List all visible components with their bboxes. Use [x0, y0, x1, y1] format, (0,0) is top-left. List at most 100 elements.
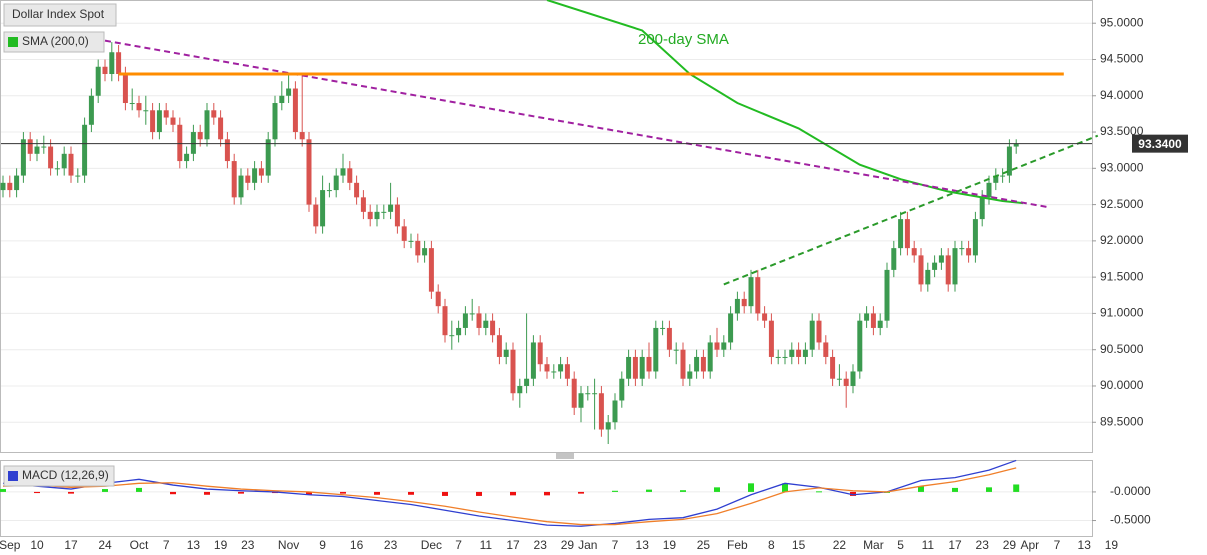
y-tick-label: 90.0000: [1100, 378, 1144, 392]
macd-histogram-bar: [102, 489, 108, 492]
macd-histogram-bar: [918, 486, 924, 492]
candle-body: [1013, 143, 1019, 147]
candle-body: [653, 327, 659, 372]
candle-body: [646, 356, 652, 372]
macd-box: [3, 465, 115, 487]
y-tick-label: -0.5000: [1110, 513, 1151, 527]
overlay-line: [723, 134, 1099, 286]
candle-body: [184, 153, 190, 162]
x-tick-label: 13: [636, 538, 650, 552]
candle-body: [517, 385, 523, 394]
candle-body: [891, 248, 897, 270]
macd-histogram-bar: [816, 491, 822, 493]
x-tick-label: 5: [897, 538, 904, 552]
price-panel: [0, 0, 1093, 453]
candle-body: [374, 211, 380, 220]
macd-histogram-bar: [510, 491, 516, 496]
macd-histogram-bar: [680, 490, 686, 492]
candle-body: [20, 139, 26, 176]
candle-body: [326, 190, 332, 192]
candle-body: [265, 139, 271, 176]
indicator-label: SMA (200,0): [22, 34, 89, 48]
candle-body: [48, 146, 54, 169]
candle-body: [428, 248, 434, 292]
candle-body: [252, 168, 258, 183]
candle-body: [836, 378, 842, 380]
candle-body: [768, 320, 774, 357]
candle-body: [245, 175, 251, 183]
x-tick-label: 9: [319, 538, 326, 552]
candle-body: [102, 66, 108, 75]
candle-body: [442, 306, 448, 336]
x-tick-label: 25: [697, 538, 711, 552]
candle-body: [238, 175, 244, 198]
candle-body: [340, 168, 346, 176]
candle-body: [408, 240, 414, 242]
candle-body: [61, 153, 67, 169]
candle-body: [816, 320, 822, 343]
x-tick-label: 15: [792, 538, 806, 552]
y-tick-label: 92.5000: [1100, 197, 1144, 211]
chart-title: Dollar Index Spot: [12, 7, 105, 21]
candle-body: [109, 52, 115, 75]
x-tick-label: Sep: [0, 538, 21, 552]
candle-body: [571, 378, 577, 408]
x-tick-label: 13: [1078, 538, 1092, 552]
y-tick-label: 95.0000: [1100, 15, 1144, 29]
candle-body: [1006, 146, 1012, 176]
macd-histogram-bar: [306, 491, 312, 495]
x-tick-label: 7: [163, 538, 170, 552]
macd-histogram-bar: [646, 489, 652, 492]
macd-histogram-bar: [408, 491, 414, 495]
candle-body: [143, 110, 149, 112]
candle-body: [911, 248, 917, 256]
x-tick-label: 29: [1003, 538, 1017, 552]
candle-body: [728, 313, 734, 343]
candle-body: [258, 168, 264, 176]
candle-body: [972, 219, 978, 256]
candle-body: [850, 371, 856, 386]
x-tick-label: 23: [976, 538, 990, 552]
candle-body: [551, 371, 557, 373]
candle-body: [843, 378, 849, 386]
macd-histogram-bar: [340, 491, 346, 494]
x-tick-label: Apr: [1020, 538, 1039, 552]
x-tick-label: Oct: [130, 538, 149, 552]
macd-histogram-bar: [68, 491, 74, 494]
candle-body: [54, 168, 60, 170]
candle-body: [449, 335, 455, 337]
candle-body: [823, 342, 829, 357]
candle-body: [415, 240, 421, 256]
candle-body: [660, 327, 666, 329]
candle-body: [734, 298, 740, 314]
candle-body: [75, 175, 81, 177]
x-tick-label: 29: [561, 538, 575, 552]
last-price-box: [1132, 134, 1188, 153]
x-tick-label: 7: [612, 538, 619, 552]
candle-body: [163, 110, 169, 118]
candle-body: [707, 342, 713, 372]
candle-body: [129, 103, 135, 105]
candle-body: [598, 393, 604, 430]
candle-body: [524, 378, 530, 386]
macd-line: [2, 459, 1017, 527]
candle-body: [299, 132, 305, 140]
candle-body: [204, 110, 210, 140]
candle-body: [612, 400, 618, 423]
x-tick-label: 23: [241, 538, 255, 552]
x-tick-label: 19: [1105, 538, 1119, 552]
macd-histogram-bar: [952, 487, 958, 492]
x-tick-label: 22: [833, 538, 847, 552]
candle-body: [884, 269, 890, 321]
candle-body: [490, 320, 496, 336]
candle-body: [830, 356, 836, 379]
candle-body: [789, 349, 795, 357]
candle-body: [918, 255, 924, 285]
candle-body: [748, 277, 754, 307]
macd-histogram-bar: [782, 483, 788, 492]
candle-body: [320, 190, 326, 227]
candle-body: [626, 356, 632, 379]
indicator-swatch: [8, 37, 18, 47]
macd-histogram-bar: [136, 487, 142, 492]
